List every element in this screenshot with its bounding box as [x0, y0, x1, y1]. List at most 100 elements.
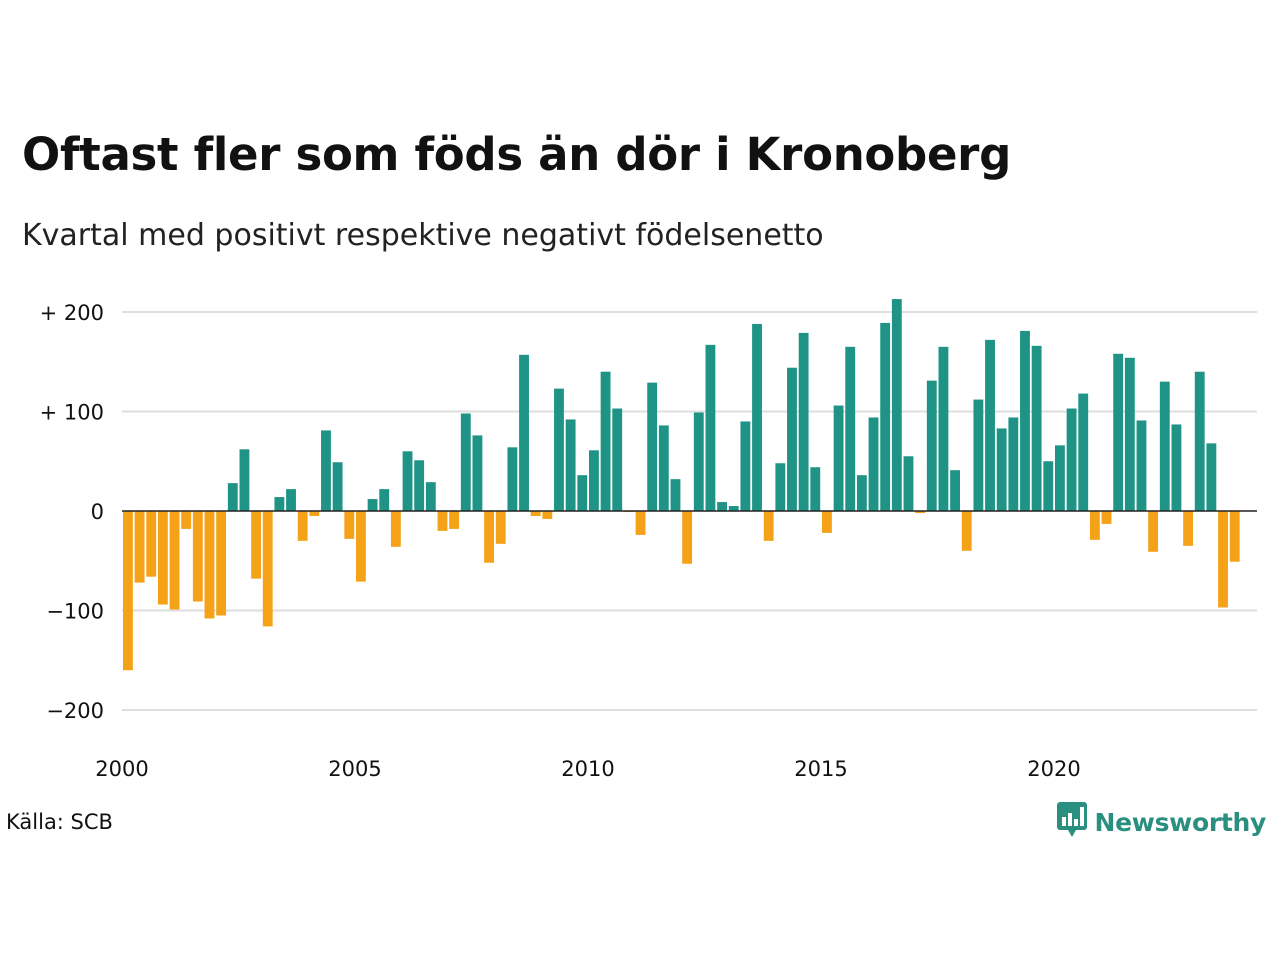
x-tick-label: 2015 [794, 757, 847, 781]
bar [717, 502, 727, 511]
bar [1043, 461, 1054, 511]
bar [239, 449, 250, 511]
bar [1136, 420, 1147, 511]
bar [554, 388, 564, 511]
bar [1089, 511, 1100, 540]
brand-logo: Newsworthy [1056, 802, 1267, 842]
bar [658, 425, 669, 511]
chart-title: Oftast fler som föds än dör i Kronoberg [22, 128, 1011, 181]
x-tick-label: 2010 [561, 757, 614, 781]
bar [495, 511, 506, 544]
bar [1159, 381, 1170, 511]
bar [891, 299, 902, 511]
bar [460, 413, 471, 511]
bar [880, 322, 891, 511]
bar [204, 511, 215, 619]
bar [856, 475, 867, 511]
brand-name: Newsworthy [1094, 807, 1267, 837]
bar [670, 479, 681, 511]
y-axis-tick-labels: −200 −100 0 + 100 + 200 [40, 301, 104, 723]
bar [565, 419, 576, 511]
bar [414, 460, 425, 511]
bar [1171, 424, 1182, 511]
bar [693, 412, 704, 511]
bar [868, 417, 879, 511]
bar [251, 511, 261, 579]
bar [728, 506, 739, 511]
bar [845, 346, 856, 511]
bar [1148, 511, 1159, 552]
bar [833, 405, 844, 511]
bar [542, 511, 553, 519]
bar [379, 489, 390, 511]
bar [600, 371, 611, 511]
bar [926, 380, 937, 511]
bar [297, 511, 308, 541]
newsworthy-logo-icon [1056, 802, 1087, 842]
y-tick-label: + 200 [40, 301, 104, 325]
x-tick-label: 2020 [1027, 757, 1080, 781]
bar [1055, 445, 1065, 511]
bar [589, 450, 599, 511]
bar [1113, 353, 1124, 511]
bar [798, 332, 809, 511]
bar [169, 511, 180, 610]
bar [752, 323, 762, 511]
bar [787, 367, 797, 511]
bar [612, 408, 623, 511]
bar [1183, 511, 1193, 546]
bar [344, 511, 355, 539]
bar [973, 399, 984, 511]
y-tick-label: −200 [46, 699, 104, 723]
bar [810, 467, 821, 511]
bar [1194, 371, 1205, 511]
x-tick-label: 2000 [95, 757, 148, 781]
chart-subtitle: Kvartal med positivt respektive negativt… [22, 218, 824, 253]
bar [437, 511, 448, 531]
bar [507, 447, 518, 511]
bar [682, 511, 693, 564]
bar [286, 489, 296, 511]
bar [775, 463, 786, 511]
bar [915, 511, 926, 513]
bar [740, 421, 751, 511]
bar [425, 482, 436, 511]
bar [181, 511, 192, 529]
bar [961, 511, 972, 551]
bar [530, 511, 541, 516]
bar [192, 511, 203, 602]
bar [635, 511, 646, 535]
bar [262, 511, 273, 627]
bar [332, 462, 343, 511]
y-tick-label: 0 [91, 500, 104, 524]
bar [822, 511, 832, 533]
bar [1031, 345, 1042, 511]
bar [1206, 443, 1217, 511]
bar [367, 499, 378, 511]
bar [146, 511, 157, 577]
bar [449, 511, 460, 529]
bar [484, 511, 494, 563]
bar [985, 339, 995, 511]
bar [356, 511, 366, 582]
bar [950, 470, 960, 511]
bar [1218, 511, 1228, 608]
bars [123, 299, 1240, 671]
bar [1020, 330, 1030, 511]
bar [390, 511, 401, 547]
bar [157, 511, 168, 605]
bar [309, 511, 320, 516]
bar [123, 511, 133, 671]
y-tick-label: −100 [46, 600, 104, 624]
bar [763, 511, 774, 541]
bar [274, 497, 285, 511]
bar [1101, 511, 1112, 524]
bar [227, 483, 238, 511]
y-tick-label: + 100 [40, 401, 104, 425]
x-tick-label: 2005 [328, 757, 381, 781]
bar [321, 430, 331, 511]
bar [938, 346, 949, 511]
bar [996, 428, 1007, 511]
bar [472, 435, 483, 511]
bar [647, 382, 658, 511]
